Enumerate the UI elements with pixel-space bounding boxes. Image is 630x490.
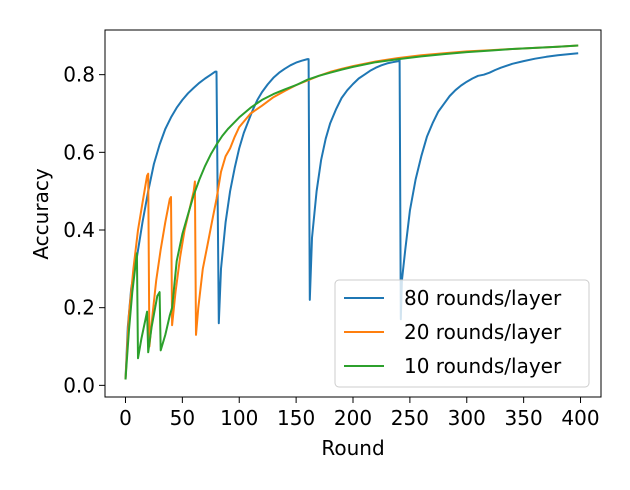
y-axis: 0.0 0.2 0.4 0.6 0.8: [63, 63, 105, 397]
x-tick-label: 400: [561, 406, 599, 430]
series-line-0: [124, 52, 579, 380]
x-tick-label: 350: [505, 406, 543, 430]
x-tick-label: 50: [170, 406, 195, 430]
y-tick-label: 0.2: [63, 296, 95, 320]
x-axis-title: Round: [321, 436, 384, 460]
plot-area: [124, 44, 579, 380]
x-tick-label: 300: [448, 406, 486, 430]
x-tick-label: 150: [277, 406, 315, 430]
legend-box: [334, 279, 590, 388]
x-tick-label: 0: [119, 406, 132, 430]
x-tick-label: 100: [220, 406, 258, 430]
y-tick-label: 0.6: [63, 140, 95, 164]
y-tick-label: 0.4: [63, 218, 95, 242]
y-tick-label: 0.8: [63, 63, 95, 87]
legend-label-80: 80 rounds/layer: [404, 286, 562, 310]
legend-label-10: 10 rounds/layer: [404, 354, 562, 378]
series-line-2: [124, 44, 579, 380]
y-tick-label: 0.0: [63, 373, 95, 397]
x-tick-label: 200: [334, 406, 372, 430]
legend: 80 rounds/layer 20 rounds/layer 10 round…: [334, 279, 590, 388]
y-axis-title: Accuracy: [29, 168, 53, 259]
x-axis: 0 50 100 150 200 250 300 350 400: [119, 397, 600, 430]
legend-label-20: 20 rounds/layer: [404, 320, 562, 344]
x-tick-label: 250: [391, 406, 429, 430]
